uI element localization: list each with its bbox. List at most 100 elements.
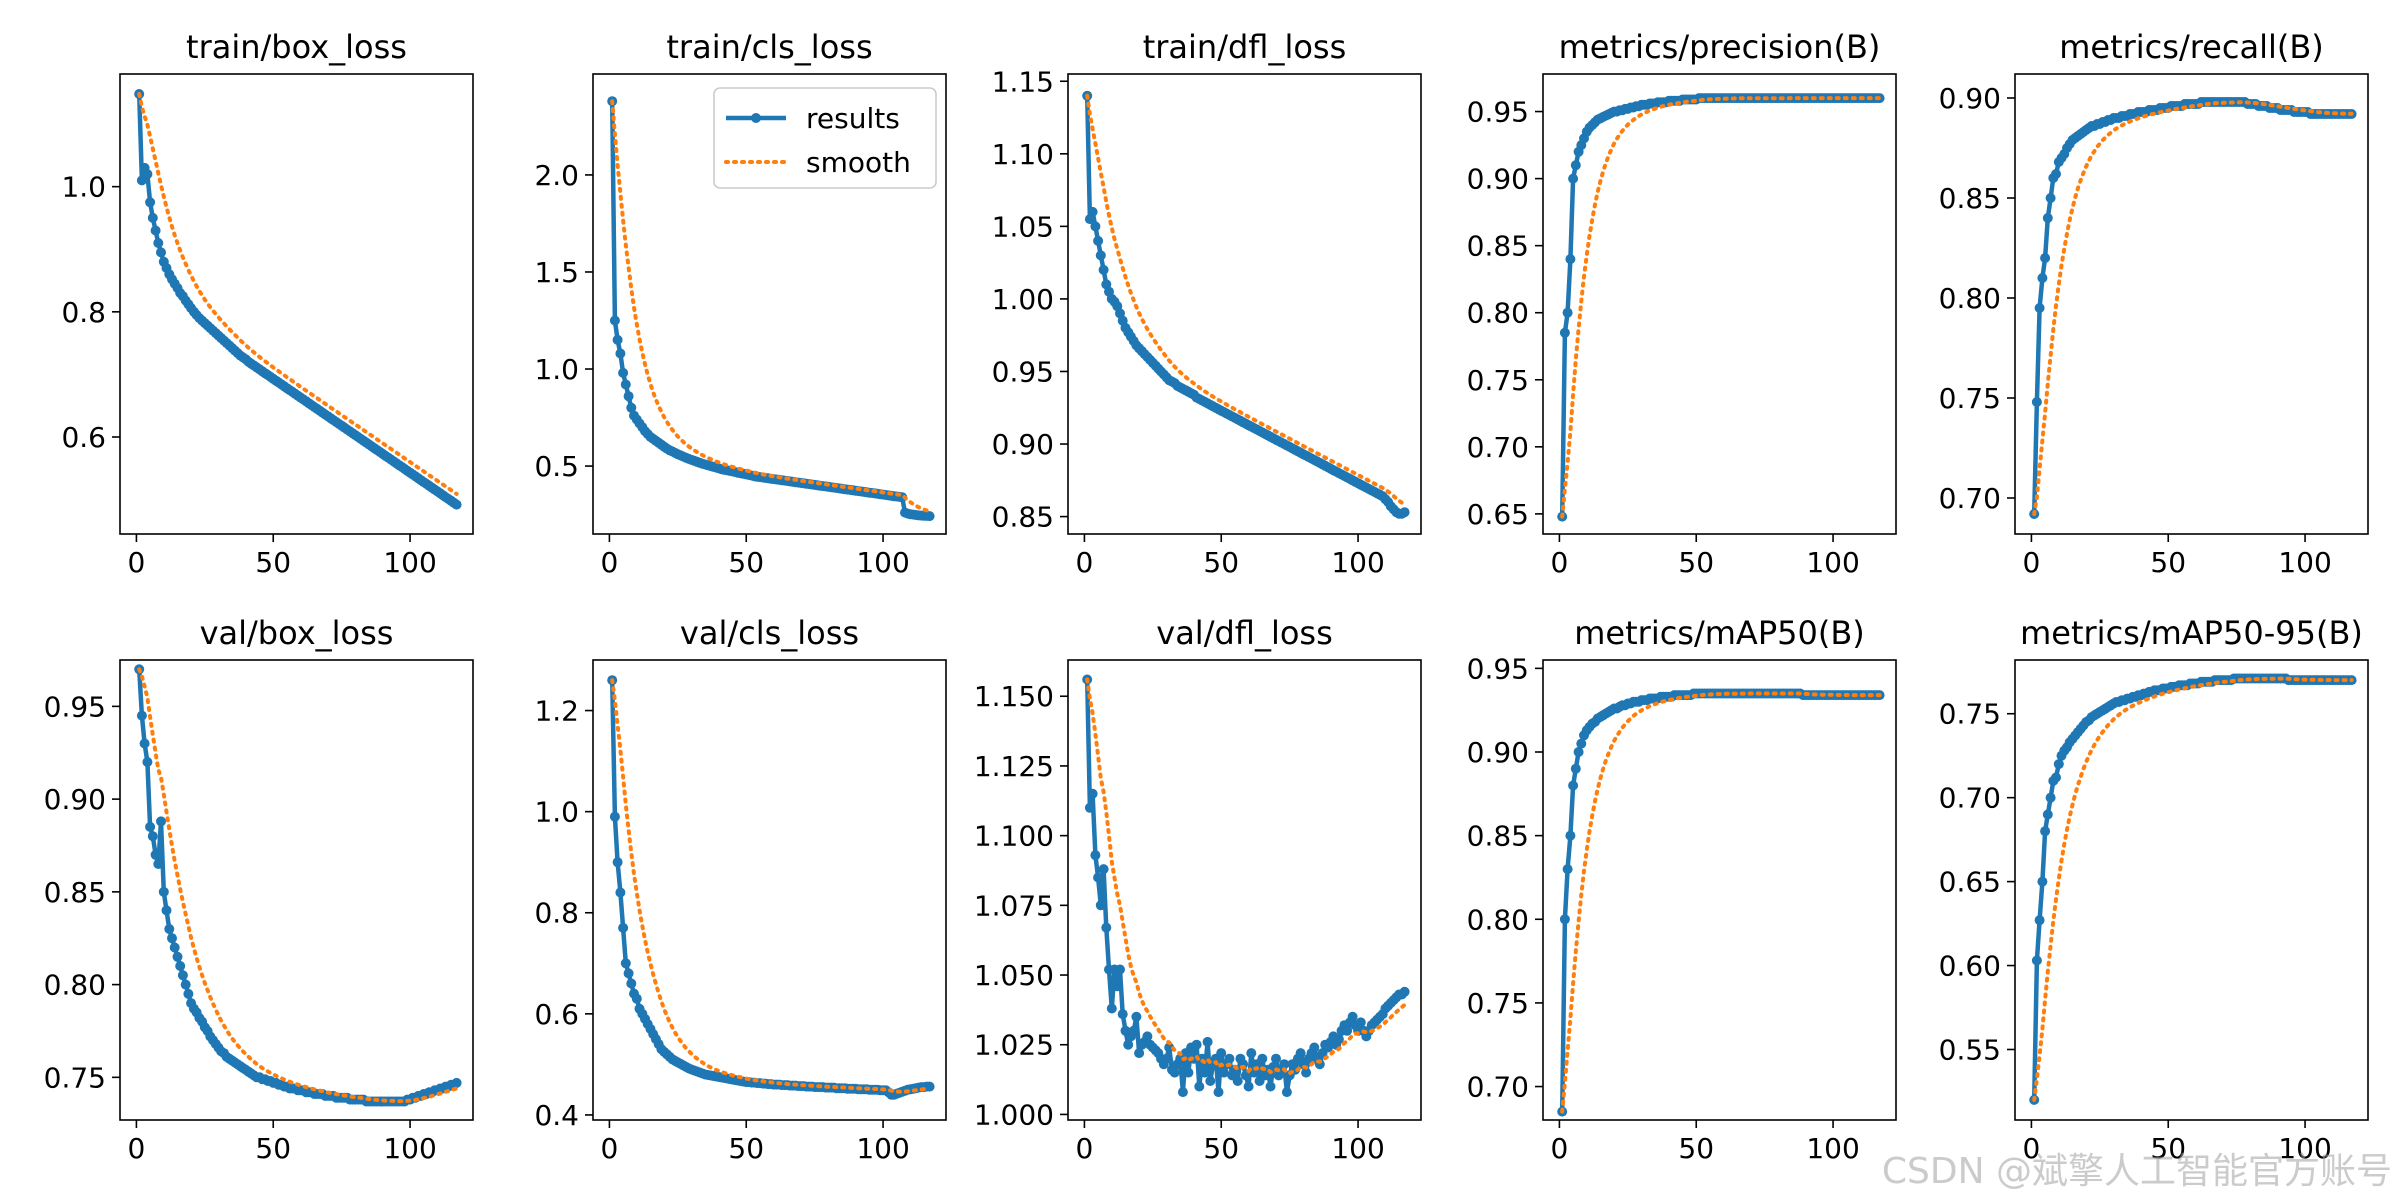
results-markers [134,89,462,510]
panel-title: metrics/precision(B) [1559,28,1881,66]
results-point [1399,986,1410,997]
results-point [1333,1034,1344,1045]
results-point [1183,1067,1194,1078]
results-point [156,816,166,827]
panel-title: metrics/recall(B) [2059,28,2324,66]
y-tick-label: 0.5 [534,450,579,483]
panel-val-cls-loss: val/cls_loss 0 50 100 0.4 0.6 0.8 1.0 1.2 [534,614,947,1165]
results-point [623,391,634,402]
axes-frame [592,659,947,1121]
results-point [2045,193,2056,203]
y-tick-label: 0.4 [534,1099,579,1132]
results-point [2037,273,2048,283]
results-point [1562,307,1573,318]
y-tick-label: 0.65 [1467,498,1529,531]
y-tick-label: 0.90 [992,428,1054,461]
y-tick-label: 2.0 [534,159,579,192]
panel-title: val/dfl_loss [1156,614,1333,652]
results-point [1347,1011,1358,1022]
results-point [136,710,147,721]
results-point [1084,802,1095,813]
axes-frame [1067,659,1422,1121]
results-point [1177,1087,1188,1098]
y-tick-label: 1.050 [974,959,1054,992]
y-tick-label: 0.95 [44,690,106,723]
results-point [147,212,158,223]
y-tick-label: 0.70 [1939,482,2001,515]
results-point [615,887,626,898]
smooth-line [1085,677,1407,1076]
y-tick-label: 0.8 [534,897,579,930]
results-point [2045,792,2056,803]
y-tick-label: 0.75 [1939,382,2001,415]
y-tick-label: 1.05 [992,210,1054,243]
results-point [1573,747,1584,757]
y-tick-label: 0.6 [534,998,579,1031]
x-tick-label: 50 [1203,1132,1239,1165]
results-point [1087,206,1098,217]
x-tick-label: 100 [856,1132,909,1165]
results-point [1271,1053,1281,1064]
results-point [1169,1067,1180,1078]
results-point [1219,1067,1229,1078]
x-tick-label: 100 [2278,546,2331,579]
x-tick-label: 50 [728,1132,764,1165]
results-point [153,859,164,869]
results-markers [1082,674,1410,1098]
results-point [147,831,158,842]
x-tick-label: 0 [1076,546,1094,579]
results-point [1355,1017,1366,1028]
panel-train-cls-loss: train/cls_loss 0 50 100 0.5 1.0 1.5 2.0 results s… [534,28,947,579]
results-point [2042,213,2053,223]
y-tick-label: 0.90 [1467,736,1529,769]
results-point [1194,1081,1205,1092]
y-tick-label: 0.90 [44,783,106,816]
results-point [924,1081,935,1092]
results-line [2031,99,2354,517]
results-markers [2029,673,2357,1105]
results-point [139,738,150,749]
axes-frame [1067,73,1422,535]
x-tick-label: 0 [1551,1132,1569,1165]
results-point [1246,1048,1257,1059]
results-point [2034,915,2045,926]
results-point [924,511,935,522]
results-point [1232,1076,1243,1086]
results-point [1576,738,1587,749]
results-point [1565,254,1576,265]
panel-title: train/cls_loss [666,28,872,66]
axes-frame [2014,73,2369,535]
results-point [1281,1087,1292,1098]
results-point [156,247,166,258]
y-tick-label: 1.2 [534,695,579,728]
x-tick-label: 100 [1806,546,1859,579]
y-tick-label: 0.95 [1467,96,1529,129]
x-tick-label: 100 [383,1132,436,1165]
y-tick-label: 1.0 [61,171,106,204]
y-tick-label: 0.85 [992,501,1054,534]
results-point [615,348,626,359]
y-tick-label: 0.65 [1939,866,2001,899]
results-point [1205,1076,1216,1086]
results-point [1202,1036,1213,1047]
results-point [620,958,631,969]
y-tick-label: 0.85 [1467,820,1529,853]
results-point [153,238,164,248]
results-point [451,1077,462,1088]
y-tick-label: 1.5 [534,256,579,289]
results-point [1342,1025,1353,1036]
y-tick-label: 0.85 [1467,230,1529,263]
x-tick-label: 0 [601,1132,619,1165]
x-tick-label: 0 [1076,1132,1094,1165]
results-point [618,922,629,933]
results-markers [1557,688,1885,1117]
results-point [1199,1067,1210,1078]
results-point [145,821,156,832]
smooth-line [610,678,932,1094]
results-point [1095,900,1106,911]
results-point [609,811,620,822]
y-tick-label: 1.100 [974,820,1054,853]
axes-frame [592,73,947,535]
results-point [164,924,175,934]
results-point [180,979,191,990]
